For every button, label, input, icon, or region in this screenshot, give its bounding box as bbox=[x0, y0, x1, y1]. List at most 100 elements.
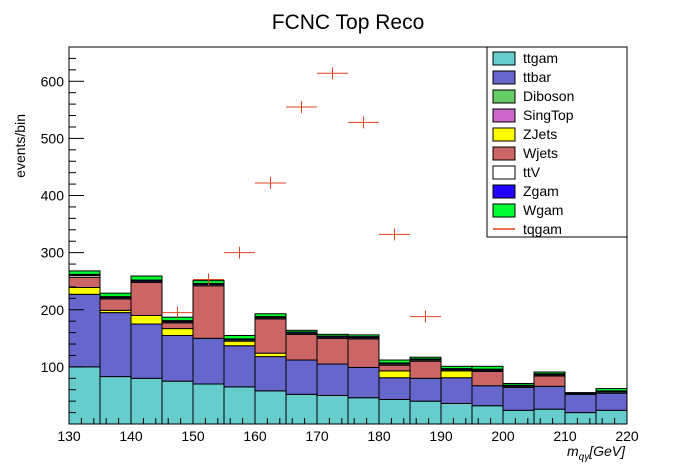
bar-zjets-12 bbox=[440, 370, 473, 379]
y-tick-label: 600 bbox=[41, 73, 65, 89]
bar-ttgam-13 bbox=[471, 405, 504, 425]
x-axis-label: mqγ[GeV] bbox=[567, 443, 626, 463]
bar-ttbar-7 bbox=[285, 359, 318, 395]
bar-wjets-4 bbox=[192, 285, 225, 339]
legend-label-wjets: Wjets bbox=[523, 145, 558, 161]
bar-wgam-5 bbox=[223, 334, 256, 340]
legend-label-ttgam: ttgam bbox=[523, 50, 558, 66]
y-axis-label: events/bin bbox=[12, 114, 28, 178]
x-axis-label-unit: [GeV] bbox=[588, 443, 626, 459]
bar-wjets-1 bbox=[99, 298, 132, 311]
legend-label-wgam: Wgam bbox=[523, 202, 563, 218]
bar-wjets-2 bbox=[130, 281, 163, 316]
bar-wgam-6 bbox=[254, 313, 287, 318]
bar-wjets-3 bbox=[161, 322, 194, 330]
legend: ttgam ttbar Diboson SingTop ZJets Wjets ttV Zga… bbox=[486, 46, 628, 238]
x-tick-label: 140 bbox=[119, 428, 143, 444]
y-tick-label: 400 bbox=[41, 188, 65, 204]
bar-zjets-3 bbox=[161, 328, 194, 336]
legend-swatch-wjets bbox=[492, 146, 516, 161]
bar-ttbar-16 bbox=[564, 393, 597, 414]
legend-label-diboson: Diboson bbox=[523, 88, 574, 104]
bar-zjets-5 bbox=[223, 340, 256, 347]
bar-wgam-16 bbox=[564, 392, 597, 394]
bar-wjets-10 bbox=[378, 364, 411, 372]
x-axis-label-main: m bbox=[567, 443, 579, 459]
bar-ttgam-5 bbox=[223, 386, 256, 425]
legend-label-ttbar: ttbar bbox=[523, 69, 551, 85]
bar-ttbar-8 bbox=[316, 363, 349, 396]
bar-ttbar-1 bbox=[99, 312, 132, 378]
bar-ttgam-11 bbox=[409, 400, 442, 425]
bar-ttbar-4 bbox=[192, 337, 225, 385]
bar-wgam-1 bbox=[99, 292, 132, 298]
x-tick-label: 160 bbox=[243, 428, 267, 444]
bar-ttgam-9 bbox=[347, 397, 380, 425]
bar-wgam-7 bbox=[285, 329, 318, 333]
legend-swatch-singtop bbox=[492, 108, 516, 123]
legend-swatch-ttbar bbox=[492, 70, 516, 85]
bar-wgam-10 bbox=[378, 359, 411, 364]
x-tick-label: 200 bbox=[491, 428, 515, 444]
legend-swatch-diboson bbox=[492, 89, 516, 104]
bar-wjets-15 bbox=[533, 375, 566, 387]
bar-ttgam-16 bbox=[564, 412, 597, 425]
bar-ttgam-4 bbox=[192, 383, 225, 425]
legend-label-ttv: ttV bbox=[523, 164, 541, 180]
x-tick-label: 190 bbox=[429, 428, 453, 444]
bar-ttbar-3 bbox=[161, 334, 194, 382]
legend-swatch-zgam bbox=[492, 184, 516, 199]
bar-wgam-13 bbox=[471, 365, 504, 370]
bar-ttbar-12 bbox=[440, 377, 473, 404]
bar-ttgam-2 bbox=[130, 377, 163, 425]
legend-swatch-wgam bbox=[492, 203, 516, 218]
bar-ttgam-0 bbox=[68, 366, 101, 425]
bar-wgam-2 bbox=[130, 275, 163, 281]
x-tick-label: 210 bbox=[553, 428, 577, 444]
bar-wjets-7 bbox=[285, 333, 318, 361]
x-axis-label-sub: qγ bbox=[579, 452, 591, 463]
legend-label-zjets: ZJets bbox=[523, 126, 557, 142]
bar-wjets-8 bbox=[316, 337, 349, 365]
legend-swatch-zjets bbox=[492, 127, 516, 142]
bar-ttbar-11 bbox=[409, 377, 442, 402]
bar-wgam-17 bbox=[595, 388, 628, 392]
bar-ttbar-14 bbox=[502, 386, 535, 411]
bar-zjets-10 bbox=[378, 370, 411, 379]
x-tick-label: 130 bbox=[57, 428, 81, 444]
bar-wgam-8 bbox=[316, 333, 349, 337]
bar-wgam-0 bbox=[68, 270, 101, 275]
legend-swatch-ttv bbox=[492, 165, 516, 180]
bar-ttgam-10 bbox=[378, 398, 411, 425]
bar-ttgam-6 bbox=[254, 390, 287, 425]
bar-ttbar-0 bbox=[68, 293, 101, 368]
signal-markers bbox=[162, 67, 441, 323]
legend-swatch-ttgam bbox=[492, 51, 516, 66]
y-tick-label: 200 bbox=[41, 302, 65, 318]
y-tick-label: 100 bbox=[41, 359, 65, 375]
bar-wgam-15 bbox=[533, 371, 566, 375]
bar-ttgam-12 bbox=[440, 402, 473, 425]
bar-ttbar-10 bbox=[378, 377, 411, 400]
bar-wjets-13 bbox=[471, 370, 504, 387]
bar-wjets-6 bbox=[254, 318, 287, 354]
x-tick-label: 220 bbox=[615, 428, 639, 444]
bar-ttbar-15 bbox=[533, 385, 566, 410]
bar-ttgam-1 bbox=[99, 376, 132, 425]
x-tick-label: 150 bbox=[181, 428, 205, 444]
bar-ttbar-9 bbox=[347, 366, 380, 399]
bar-ttgam-15 bbox=[533, 408, 566, 425]
legend-label-tqgam: tqgam bbox=[523, 221, 562, 237]
bar-wjets-0 bbox=[68, 276, 101, 288]
bar-ttgam-17 bbox=[595, 409, 628, 425]
bar-zjets-2 bbox=[130, 314, 163, 325]
bar-zjets-6 bbox=[254, 352, 287, 358]
histogram-stack bbox=[68, 270, 628, 425]
bar-wgam-9 bbox=[347, 334, 380, 338]
bar-ttgam-7 bbox=[285, 393, 318, 425]
bar-ttbar-17 bbox=[595, 392, 628, 411]
legend-label-singtop: SingTop bbox=[523, 107, 574, 123]
bar-zjets-0 bbox=[68, 286, 101, 295]
legend-label-zgam: Zgam bbox=[523, 183, 559, 199]
